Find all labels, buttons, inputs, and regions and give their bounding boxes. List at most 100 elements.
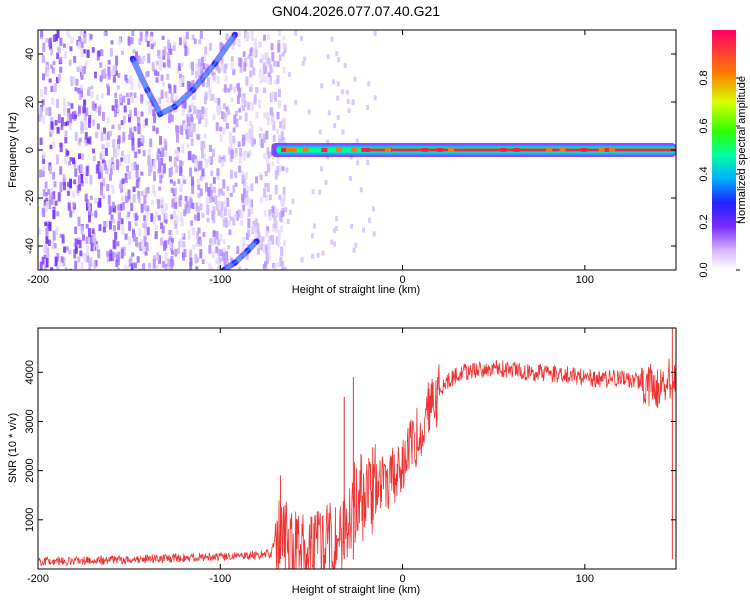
- noise-speckle: [84, 193, 88, 202]
- noise-speckle: [158, 65, 162, 71]
- noise-speckle: [283, 240, 286, 246]
- noise-speckle: [219, 41, 223, 51]
- colorbar-label: Normalized spectral amplitude: [736, 76, 748, 224]
- noise-speckle: [251, 224, 255, 235]
- noise-speckle: [99, 152, 103, 159]
- noise-speckle: [234, 148, 238, 155]
- noise-speckle: [225, 251, 229, 261]
- noise-speckle: [44, 191, 48, 197]
- noise-speckle: [300, 35, 303, 41]
- noise-speckle: [153, 160, 157, 169]
- noise-speckle: [61, 234, 65, 244]
- noise-speckle: [77, 112, 81, 117]
- noise-speckle: [221, 43, 224, 49]
- noise-speckle: [137, 55, 141, 64]
- y-tick-label: 40: [24, 48, 36, 60]
- x-tick-label: 0: [400, 573, 406, 585]
- noise-speckle: [220, 201, 224, 211]
- noise-speckle: [69, 46, 73, 52]
- noise-speckle: [218, 155, 222, 163]
- noise-speckle: [72, 157, 76, 165]
- noise-speckle: [163, 46, 167, 56]
- noise-speckle: [217, 67, 221, 74]
- noise-speckle: [120, 184, 124, 193]
- noise-speckle: [169, 109, 172, 117]
- noise-speckle: [264, 244, 268, 254]
- noise-speckle: [197, 212, 200, 221]
- noise-speckle: [67, 101, 71, 106]
- noise-speckle: [199, 30, 203, 39]
- noise-speckle: [80, 180, 84, 187]
- noise-speckle: [50, 48, 54, 56]
- noise-speckle: [80, 262, 84, 269]
- x-tick-label: 100: [576, 274, 594, 286]
- y-tick-label: 1000: [24, 508, 36, 532]
- noise-speckle: [228, 132, 232, 140]
- noise-speckle: [52, 230, 56, 241]
- noise-speckle: [179, 160, 182, 168]
- x-tick-label: -100: [209, 274, 231, 286]
- noise-speckle: [112, 64, 116, 74]
- noise-speckle: [209, 238, 213, 243]
- noise-speckle: [50, 121, 54, 130]
- noise-speckle: [264, 267, 268, 270]
- noise-speckle: [85, 174, 89, 184]
- noise-speckle: [68, 250, 72, 255]
- noise-speckle: [99, 75, 103, 82]
- noise-speckle: [174, 202, 178, 209]
- y-tick-label: 20: [24, 96, 36, 108]
- noise-speckle: [120, 248, 124, 259]
- noise-speckle: [222, 247, 226, 257]
- noise-speckle: [142, 246, 146, 255]
- noise-speckle: [146, 40, 150, 47]
- noise-speckle: [193, 38, 197, 45]
- y-tick-label: -40: [24, 238, 36, 254]
- noise-speckle: [160, 237, 163, 246]
- noise-speckle: [53, 83, 57, 93]
- noise-speckle: [94, 71, 97, 79]
- noise-speckle: [178, 73, 182, 79]
- noise-speckle: [237, 209, 241, 218]
- noise-speckle: [174, 149, 178, 154]
- noise-speckle: [186, 143, 190, 148]
- noise-speckle: [333, 241, 337, 247]
- noise-speckle: [191, 189, 195, 195]
- noise-speckle: [204, 117, 208, 127]
- noise-speckle: [47, 239, 51, 246]
- noise-speckle: [85, 203, 89, 211]
- noise-speckle: [341, 129, 345, 135]
- noise-speckle: [205, 63, 209, 72]
- noise-speckle: [135, 179, 139, 188]
- noise-speckle: [326, 139, 330, 145]
- noise-speckle: [371, 206, 375, 212]
- noise-speckle: [249, 121, 252, 127]
- noise-speckle: [54, 33, 58, 42]
- noise-speckle: [147, 155, 150, 166]
- noise-speckle: [75, 78, 79, 86]
- colorbar-tick-label: 0.8: [698, 70, 710, 85]
- noise-speckle: [207, 155, 211, 163]
- noise-speckle: [258, 99, 262, 109]
- noise-speckle: [274, 184, 278, 195]
- noise-speckle: [261, 54, 265, 62]
- noise-speckle: [103, 32, 107, 37]
- noise-speckle: [226, 197, 230, 207]
- noise-speckle: [274, 91, 278, 102]
- noise-speckle: [51, 97, 55, 105]
- noise-speckle: [263, 112, 267, 118]
- noise-speckle: [215, 246, 219, 254]
- noise-speckle: [158, 162, 162, 172]
- noise-speckle: [219, 207, 223, 217]
- noise-speckle: [283, 207, 287, 212]
- noise-speckle: [44, 86, 48, 92]
- noise-speckle: [136, 256, 140, 263]
- chart-title: GN04.2026.077.07.40.G21: [272, 3, 440, 19]
- noise-speckle: [268, 194, 272, 201]
- noise-speckle: [45, 38, 49, 43]
- noise-speckle: [337, 57, 341, 63]
- noise-speckle: [162, 163, 166, 174]
- carrier-hotspot: [500, 148, 507, 152]
- noise-speckle: [193, 105, 197, 115]
- noise-speckle: [318, 189, 322, 195]
- noise-speckle: [112, 74, 116, 82]
